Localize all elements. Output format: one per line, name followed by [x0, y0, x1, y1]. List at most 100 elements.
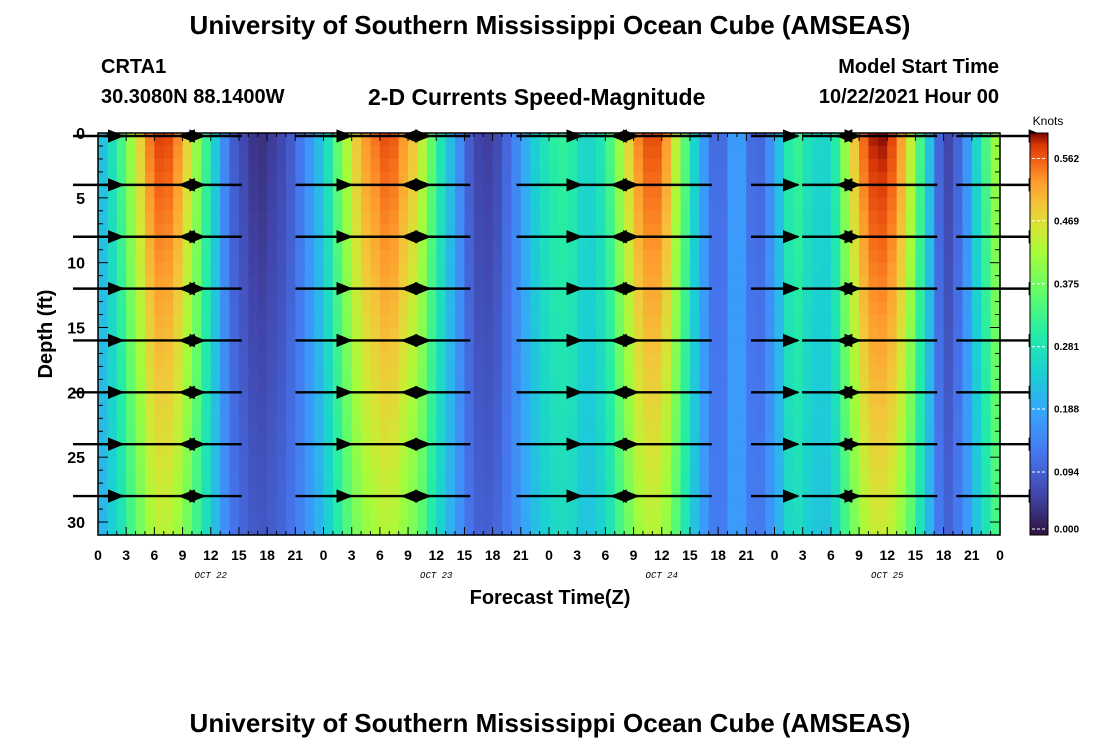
heatmap-cell	[436, 379, 447, 393]
heatmap-cell	[201, 379, 212, 393]
x-tick-label: 18	[485, 547, 501, 563]
heatmap-cell	[642, 457, 653, 471]
heatmap-cell	[191, 210, 202, 225]
heatmap-cell	[342, 145, 353, 160]
heatmap-cell	[417, 171, 428, 186]
heatmap-cell	[840, 418, 851, 432]
heatmap-cell	[774, 145, 785, 160]
heatmap-cell	[934, 457, 945, 471]
heatmap-cell	[558, 522, 569, 536]
heatmap-cell	[755, 366, 766, 380]
heatmap-cell	[144, 171, 155, 186]
heatmap-cell	[736, 275, 747, 290]
heatmap-cell	[699, 470, 710, 484]
heatmap-cell	[126, 197, 137, 212]
heatmap-cell	[755, 431, 766, 445]
heatmap-cell	[953, 405, 964, 419]
heatmap-cell	[229, 379, 240, 393]
heatmap-cell	[483, 379, 494, 393]
heatmap-cell	[539, 236, 550, 251]
heatmap-cell	[98, 522, 108, 536]
heatmap-cell	[257, 392, 268, 406]
heatmap-cell	[577, 210, 588, 225]
heatmap-cell	[379, 223, 390, 238]
heatmap-cell	[389, 327, 400, 342]
heatmap-cell	[502, 379, 513, 393]
heatmap-cell	[765, 379, 776, 393]
heatmap-cell	[906, 405, 917, 419]
heatmap-cell	[774, 133, 785, 147]
heatmap-cell	[398, 275, 409, 290]
heatmap-cell	[248, 522, 259, 536]
heatmap-cell	[896, 340, 907, 355]
heatmap-cell	[445, 405, 456, 419]
heatmap-cell	[163, 236, 174, 251]
heatmap-cell	[342, 483, 353, 497]
heatmap-cell	[276, 184, 287, 199]
heatmap-cell	[943, 327, 954, 342]
heatmap-cell	[492, 314, 503, 329]
heatmap-cell	[201, 327, 212, 342]
heatmap-cell	[887, 379, 898, 393]
heatmap-cell	[990, 249, 1001, 264]
heatmap-cell	[642, 418, 653, 432]
heatmap-cell	[332, 314, 343, 329]
heatmap-cell	[276, 418, 287, 432]
heatmap-cell	[520, 223, 531, 238]
heatmap-cell	[567, 184, 578, 199]
heatmap-cell	[220, 392, 231, 406]
heatmap-cell	[426, 366, 437, 380]
heatmap-cell	[276, 496, 287, 510]
heatmap-cell	[943, 145, 954, 160]
heatmap-cell	[793, 483, 804, 497]
heatmap-cell	[802, 133, 813, 147]
heatmap-cell	[877, 236, 888, 251]
heatmap-cell	[765, 470, 776, 484]
heatmap-cell	[539, 340, 550, 355]
heatmap-cell	[981, 470, 992, 484]
heatmap-cell	[135, 197, 146, 212]
heatmap-cell	[530, 405, 541, 419]
heatmap-cell	[426, 314, 437, 329]
heatmap-cell	[981, 171, 992, 186]
heatmap-cell	[689, 288, 700, 303]
heatmap-cell	[511, 522, 522, 536]
heatmap-cell	[586, 133, 597, 147]
heatmap-cell	[520, 444, 531, 458]
heatmap-cell	[906, 483, 917, 497]
heatmap-cell	[539, 470, 550, 484]
heatmap-cell	[868, 314, 879, 329]
heatmap-cell	[539, 314, 550, 329]
heatmap-cell	[549, 366, 559, 380]
heatmap-cell	[408, 145, 419, 160]
heatmap-cell	[924, 418, 935, 432]
heatmap-cell	[906, 340, 917, 355]
heatmap-cell	[699, 288, 710, 303]
heatmap-cell	[483, 392, 494, 406]
heatmap-cell	[116, 418, 127, 432]
heatmap-cell	[530, 418, 541, 432]
heatmap-cell	[483, 197, 494, 212]
heatmap-cell	[718, 457, 729, 471]
heatmap-cell	[906, 470, 917, 484]
heatmap-cell	[755, 249, 766, 264]
heatmap-cell	[774, 483, 785, 497]
heatmap-cell	[671, 353, 682, 368]
heatmap-cell	[633, 275, 644, 290]
heatmap-cell	[549, 223, 559, 238]
heatmap-cell	[267, 262, 278, 277]
heatmap-cell	[736, 249, 747, 264]
heatmap-cell	[990, 366, 1001, 380]
heatmap-cell	[116, 275, 127, 290]
heatmap-cell	[633, 444, 644, 458]
heatmap-cell	[906, 314, 917, 329]
heatmap-cell	[915, 133, 926, 147]
heatmap-cell	[924, 275, 935, 290]
heatmap-cell	[765, 418, 776, 432]
heatmap-cell	[144, 158, 155, 173]
heatmap-cell	[642, 171, 653, 186]
heatmap-cell	[680, 262, 691, 277]
heatmap-cell	[492, 418, 503, 432]
heatmap-cell	[577, 522, 588, 536]
heatmap-cell	[191, 314, 202, 329]
